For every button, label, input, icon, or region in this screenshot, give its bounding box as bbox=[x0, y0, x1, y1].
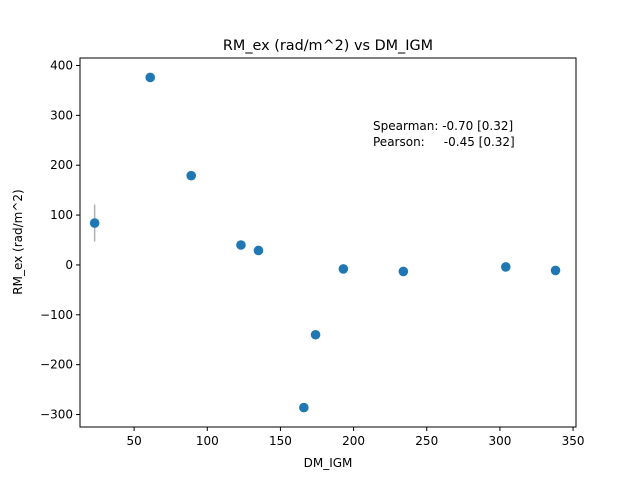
y-axis-label: RM_ex (rad/m^2) bbox=[11, 189, 25, 294]
data-point bbox=[500, 262, 511, 272]
y-tick-label: 400 bbox=[50, 58, 73, 72]
x-tick-label: 150 bbox=[269, 434, 292, 448]
x-tick-label: 200 bbox=[342, 434, 365, 448]
y-tick-label: −100 bbox=[40, 308, 73, 322]
data-point bbox=[299, 402, 309, 413]
data-point bbox=[550, 265, 561, 276]
x-axis-label: DM_IGM bbox=[304, 456, 353, 470]
data-point bbox=[89, 218, 100, 228]
y-tick-label: 0 bbox=[65, 258, 73, 272]
data-point bbox=[145, 72, 156, 83]
data-point bbox=[338, 264, 349, 274]
data-point bbox=[186, 170, 196, 181]
spearman-annotation: Spearman: -0.70 [0.32] bbox=[373, 119, 513, 133]
x-tick-label: 300 bbox=[488, 434, 511, 448]
y-axis: −300 −200 −100 0 100 200 300 400 bbox=[40, 58, 80, 422]
y-tick-label: 300 bbox=[50, 108, 73, 122]
data-point bbox=[236, 240, 246, 250]
x-tick-label: 250 bbox=[415, 434, 438, 448]
y-tick-label: 200 bbox=[50, 158, 73, 172]
y-tick-label: −200 bbox=[40, 358, 73, 372]
data-point bbox=[253, 245, 264, 256]
x-tick-label: 100 bbox=[196, 434, 219, 448]
chart-title: RM_ex (rad/m^2) vs DM_IGM bbox=[223, 38, 433, 54]
y-tick-label: 100 bbox=[50, 208, 73, 222]
plot-area bbox=[89, 72, 561, 413]
x-tick-label: 350 bbox=[562, 434, 585, 448]
y-tick-label: −300 bbox=[40, 408, 73, 422]
plot-frame bbox=[79, 57, 577, 428]
x-axis: 50 100 150 200 250 300 350 bbox=[126, 427, 585, 448]
x-tick-label: 50 bbox=[126, 434, 141, 448]
data-point bbox=[310, 329, 321, 340]
pearson-annotation: Pearson: -0.45 [0.32] bbox=[373, 135, 515, 149]
data-point bbox=[398, 266, 409, 277]
